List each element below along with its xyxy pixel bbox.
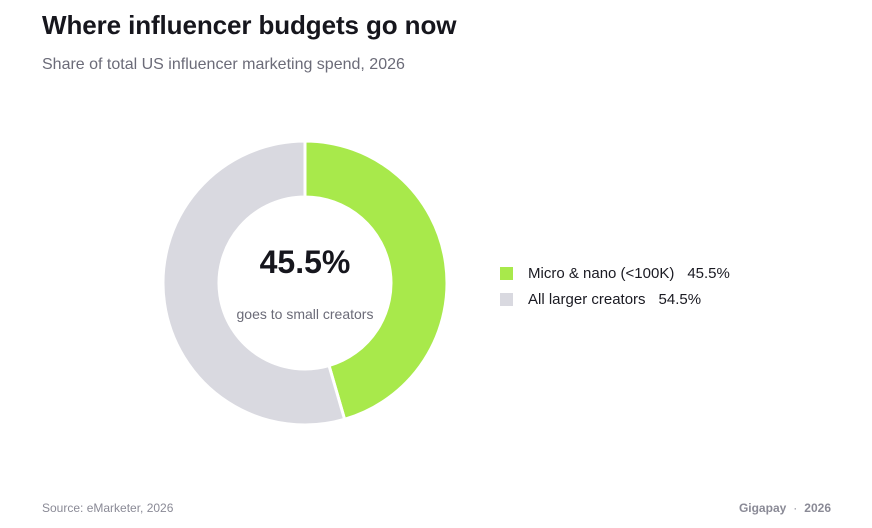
center-value: 45.5%	[259, 244, 351, 280]
legend-value: 45.5%	[687, 264, 730, 282]
brand-credit: Gigapay · 2026	[739, 501, 831, 515]
chart-subtitle: Share of total US influencer marketing s…	[42, 56, 405, 73]
brand-year: 2026	[804, 501, 831, 515]
legend-label: Micro & nano (<100K)	[528, 264, 675, 282]
donut-slice-larger-creators	[161, 139, 347, 427]
center-caption: goes to small creators	[236, 306, 374, 322]
brand-separator: ·	[793, 501, 798, 515]
chart-title: Where influencer budgets go now	[42, 10, 457, 40]
donut-slice-micro-nano	[303, 139, 449, 421]
legend-item-larger-creators: All larger creators 54.5%	[500, 286, 730, 312]
legend-swatch-micro-nano	[500, 266, 513, 280]
legend: Micro & nano (<100K) 45.5% All larger cr…	[500, 260, 730, 312]
brand-name: Gigapay	[738, 501, 787, 515]
source-note: Source: eMarketer, 2026	[42, 501, 174, 515]
legend-value: 54.5%	[658, 290, 702, 308]
legend-label: All larger creators	[528, 290, 646, 308]
legend-item-micro-nano: Micro & nano (<100K) 45.5%	[500, 260, 730, 286]
legend-swatch-larger-creators	[500, 292, 513, 306]
